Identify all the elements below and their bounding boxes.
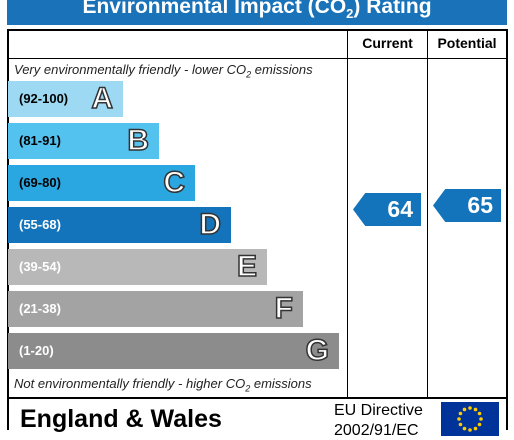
band-letter: G	[305, 333, 330, 368]
potential-rating-value: 65	[467, 192, 493, 218]
flag-star	[477, 411, 482, 416]
current-header: Current	[362, 35, 413, 51]
potential-header: Potential	[437, 35, 497, 51]
column-divider-2	[427, 29, 428, 399]
band-letter: E	[236, 249, 258, 284]
title-prefix: Environmental Impact (CO	[82, 0, 347, 18]
frame-top	[7, 29, 508, 31]
band-range-label: (39-54)	[19, 259, 61, 274]
band-letter: C	[163, 165, 186, 200]
flag-star	[462, 407, 467, 412]
flag-star	[458, 411, 463, 416]
band-range-label: (1-20)	[19, 343, 54, 358]
band-a: (92-100) A	[8, 81, 123, 117]
band-range-label: (81-91)	[19, 133, 61, 148]
flag-star	[458, 422, 463, 427]
flag-star	[468, 406, 472, 410]
footer-divider	[7, 397, 508, 399]
directive-label: EU Directive	[334, 402, 423, 419]
column-divider-1	[347, 29, 348, 399]
top-caption-prefix: Very environmentally friendly - lower CO	[14, 62, 247, 77]
band-d: (55-68) D	[8, 207, 231, 243]
current-rating-value: 64	[387, 196, 413, 222]
band-b: (81-91) B	[8, 123, 159, 159]
flag-star	[473, 407, 478, 412]
band-e: (39-54) E	[8, 249, 267, 285]
current-rating-arrow: 64	[353, 193, 421, 226]
band-range-label: (92-100)	[19, 91, 69, 106]
band-range-label: (55-68)	[19, 217, 61, 232]
eu-flag-icon	[441, 402, 499, 436]
bottom-caption-suffix: emissions	[250, 376, 312, 391]
top-caption: Very environmentally friendly - lower CO…	[14, 62, 313, 80]
top-caption-sub: 2	[246, 69, 252, 80]
band-range-label: (21-38)	[19, 301, 61, 316]
band-letter: A	[91, 81, 114, 116]
title-sub: 2	[346, 6, 354, 22]
band-range-label: (69-80)	[19, 175, 61, 190]
band-c: (69-80) C	[8, 165, 195, 201]
band-f: (21-38) F	[8, 291, 303, 327]
flag-star	[468, 428, 472, 432]
band-letter: D	[199, 207, 222, 242]
country-label: England & Wales	[20, 405, 222, 433]
flag-star	[462, 426, 467, 431]
bottom-caption: Not environmentally friendly - higher CO…	[14, 376, 312, 394]
band-letter: F	[274, 291, 294, 326]
frame-right	[506, 29, 508, 430]
bottom-caption-prefix: Not environmentally friendly - higher CO	[14, 376, 246, 391]
directive-number: 2002/91/EC	[334, 422, 419, 439]
header-divider	[7, 58, 508, 59]
flag-star	[479, 417, 483, 421]
flag-star	[473, 426, 478, 431]
bottom-caption-sub: 2	[245, 383, 251, 394]
potential-rating-arrow: 65	[433, 189, 501, 222]
top-caption-suffix: emissions	[251, 62, 313, 77]
band-letter: B	[127, 123, 150, 158]
flag-star	[457, 417, 461, 421]
flag-star	[477, 422, 482, 427]
band-g: (1-20) G	[8, 333, 339, 369]
title-suffix: ) Rating	[353, 0, 432, 18]
chart-title: Environmental Impact (CO2) Rating	[7, 0, 507, 25]
